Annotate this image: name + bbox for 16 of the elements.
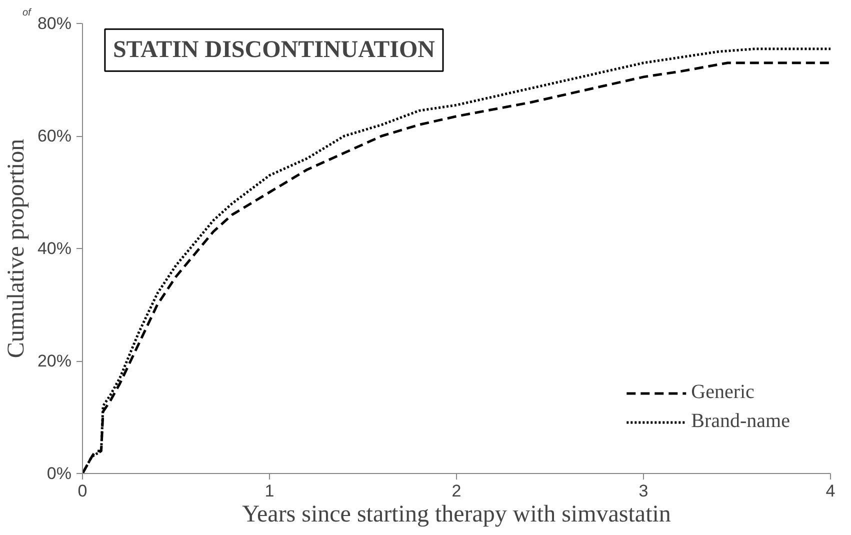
- y-tick-label: 0%: [46, 464, 72, 483]
- x-tick-label: 4: [826, 482, 836, 500]
- y-axis-title: Cumulative proportion: [3, 138, 30, 358]
- y-tick-label: 60%: [37, 126, 72, 146]
- y-tick-label: 80%: [37, 14, 72, 33]
- text: of: [22, 8, 32, 18]
- x-tick-label: 0: [78, 482, 88, 500]
- text: STATIN DISCONTINUATION: [112, 37, 436, 64]
- y-tick-label: 40%: [37, 239, 72, 258]
- x-tick-label: 3: [638, 482, 648, 500]
- x-tick-label: 2: [452, 482, 462, 500]
- x-axis-title: Years since starting therapy with simvastatin: [242, 502, 671, 528]
- y-tick-label: 20%: [37, 352, 72, 370]
- legend-label: Generic: [691, 381, 754, 404]
- legend-label: Brand-name: [691, 410, 790, 433]
- x-tick-label: 1: [264, 482, 274, 500]
